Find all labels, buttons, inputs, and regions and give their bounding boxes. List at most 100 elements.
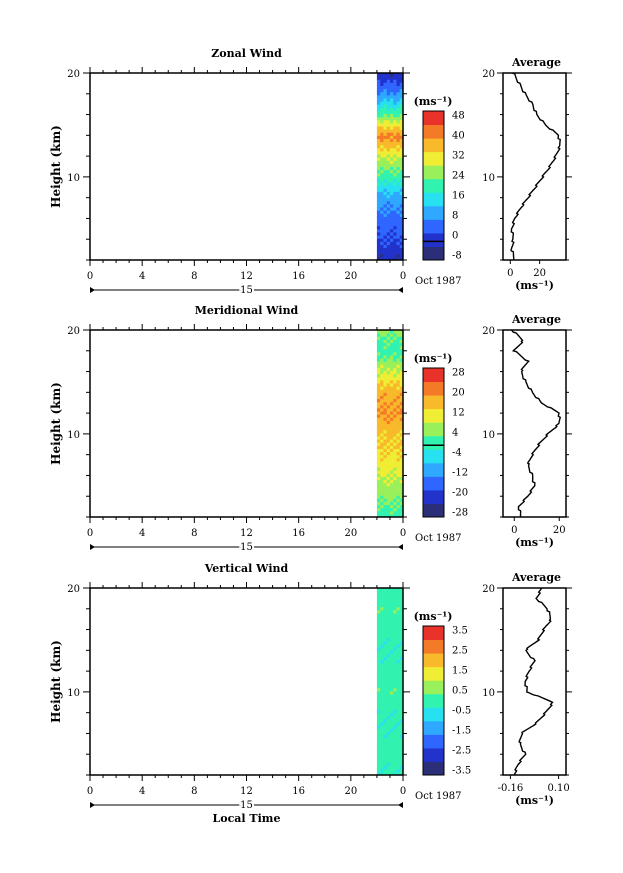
data-cell <box>386 768 391 773</box>
data-cell <box>376 154 381 158</box>
data-cell <box>380 185 384 189</box>
data-cell <box>393 116 397 121</box>
data-cell <box>396 135 401 139</box>
colorbar-tick-label: -4 <box>452 448 462 459</box>
data-cell <box>380 135 384 139</box>
colorbar-frame <box>422 625 445 776</box>
data-cell <box>383 759 388 764</box>
data-cell <box>393 467 397 471</box>
data-cell <box>393 228 397 233</box>
data-cell <box>376 339 381 343</box>
data-cell <box>393 634 397 639</box>
data-cell <box>386 144 391 149</box>
data-cell <box>393 138 397 143</box>
data-cell <box>380 768 384 773</box>
data-cell <box>383 197 388 202</box>
data-cell <box>386 175 391 180</box>
panel-title: Zonal Wind <box>211 47 282 60</box>
data-cell <box>396 700 401 704</box>
data-cell <box>393 395 397 400</box>
data-cell <box>386 681 391 686</box>
data-cell <box>399 731 404 735</box>
date-label: 15 <box>240 800 253 811</box>
data-cell <box>393 619 397 623</box>
colorbar-unit: (ms⁻¹) <box>414 610 453 623</box>
data-cell <box>386 640 391 645</box>
data-cell <box>389 435 394 440</box>
data-cell <box>389 715 394 720</box>
profile-x-tick-label: 0.10 <box>547 783 569 794</box>
data-cell <box>380 479 384 484</box>
data-cell <box>383 675 388 679</box>
data-cell <box>386 157 391 161</box>
data-cell <box>389 470 394 474</box>
data-cell <box>393 191 397 196</box>
data-cell <box>386 479 391 484</box>
data-cell <box>386 588 391 592</box>
data-cell <box>393 235 397 239</box>
data-cell <box>389 504 394 509</box>
data-cell <box>393 675 397 679</box>
data-cell <box>389 473 394 477</box>
data-cell <box>383 703 388 707</box>
data-cell <box>396 250 401 255</box>
data-cell <box>389 756 394 760</box>
data-cell <box>396 370 401 375</box>
colorbar-swatch <box>423 124 444 139</box>
data-cell <box>396 88 401 93</box>
data-cell <box>399 662 404 667</box>
data-cell <box>376 588 381 592</box>
data-cell <box>380 339 384 343</box>
data-cell <box>376 594 381 598</box>
data-cell <box>383 414 388 418</box>
data-cell <box>386 759 391 764</box>
data-cell <box>393 759 397 764</box>
data-cell <box>389 333 394 337</box>
data-cell <box>396 640 401 645</box>
data-cell <box>386 644 391 648</box>
data-cell <box>389 467 394 471</box>
data-cell <box>376 498 381 502</box>
data-cell <box>383 135 388 139</box>
data-cell <box>383 191 388 196</box>
colorbar-swatch <box>423 639 444 654</box>
data-cell <box>386 507 391 512</box>
data-cell <box>380 697 384 701</box>
data-cell <box>380 225 384 230</box>
data-cell <box>399 225 404 230</box>
data-cell <box>396 222 401 227</box>
data-cell <box>399 107 404 111</box>
data-cell <box>380 144 384 149</box>
data-cell <box>396 213 401 217</box>
data-cell <box>380 476 384 481</box>
data-cell <box>389 401 394 406</box>
data-cell <box>383 439 388 443</box>
data-cell <box>383 157 388 161</box>
data-cell <box>389 460 394 465</box>
data-cell <box>396 479 401 484</box>
data-cell <box>383 637 388 642</box>
date-label: 15 <box>240 285 253 296</box>
y-tick-label: 10 <box>67 173 80 184</box>
data-cell <box>383 420 388 424</box>
data-cell <box>386 637 391 642</box>
data-cell <box>386 445 391 449</box>
data-cell <box>393 225 397 230</box>
data-cell <box>393 513 397 518</box>
data-cell <box>396 734 401 739</box>
data-cell <box>399 454 404 459</box>
data-cell <box>396 647 401 651</box>
data-cell <box>383 756 388 760</box>
data-cell <box>393 734 397 739</box>
data-cell <box>383 728 388 732</box>
data-cell <box>389 194 394 199</box>
data-cell <box>376 591 381 595</box>
data-cell <box>376 690 381 695</box>
data-cell <box>383 712 388 717</box>
data-cell <box>393 681 397 686</box>
data-cell <box>383 370 388 375</box>
data-cell <box>389 389 394 393</box>
data-cell <box>393 482 397 487</box>
data-cell <box>376 185 381 189</box>
data-cell <box>399 482 404 487</box>
